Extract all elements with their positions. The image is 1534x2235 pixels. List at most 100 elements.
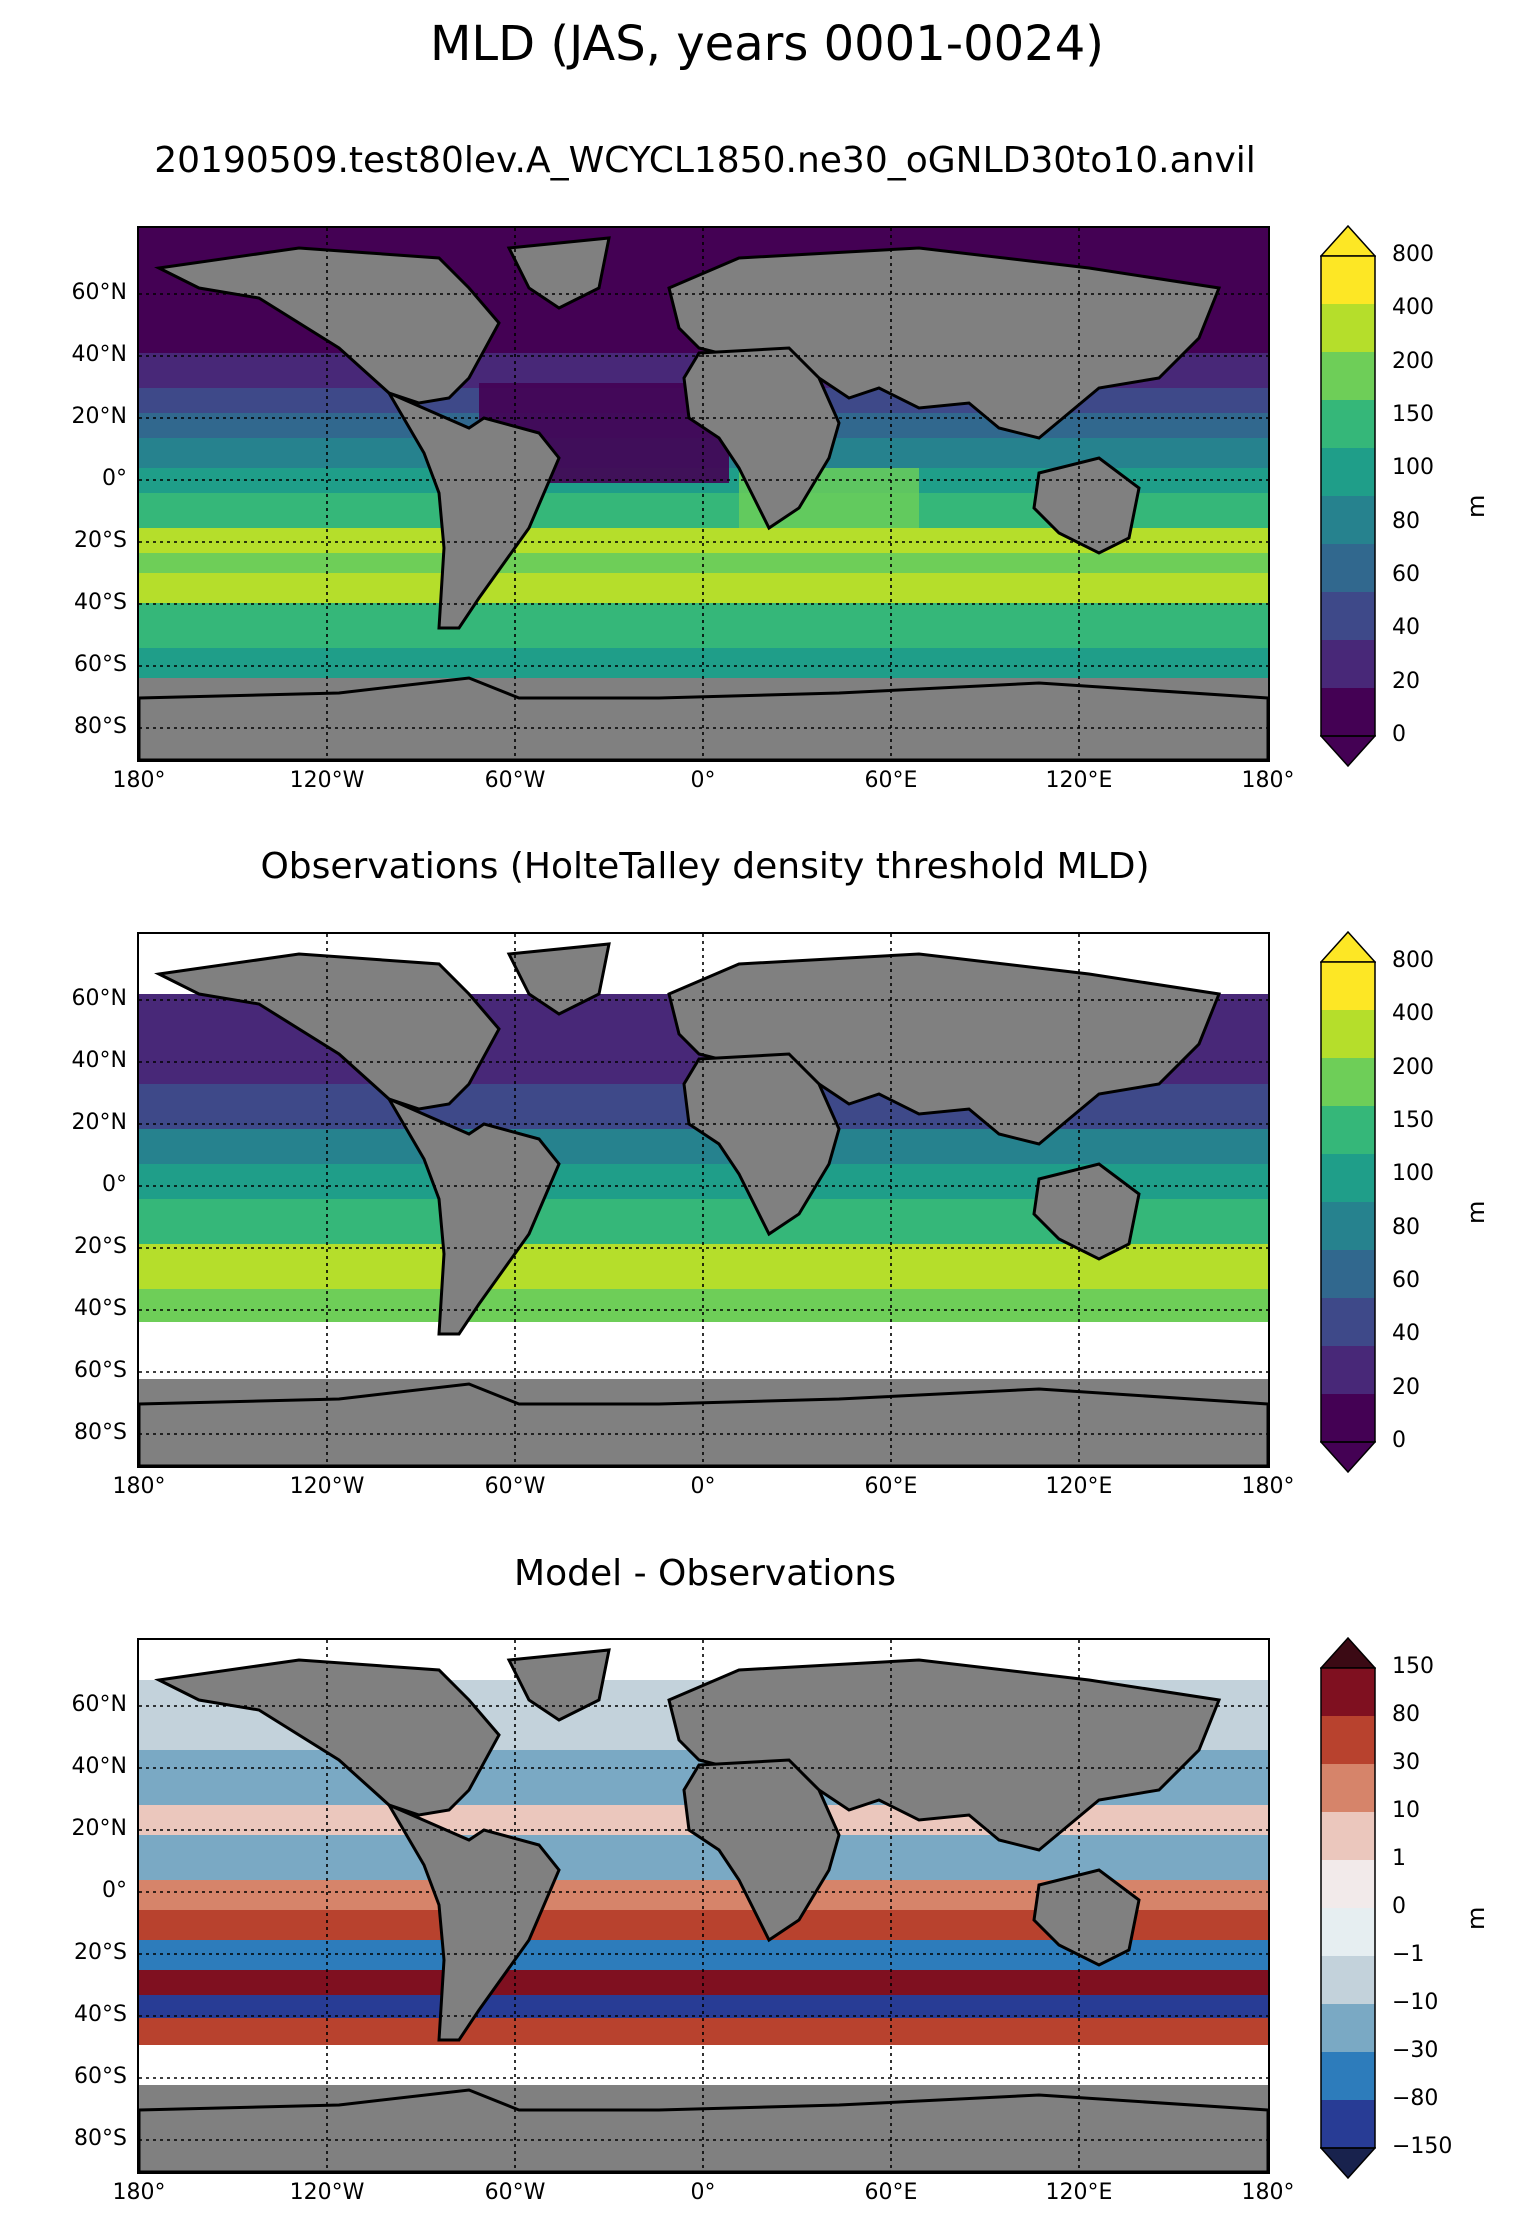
colorbar-extend-top	[1319, 930, 1377, 963]
lon-tick-label: 120°E	[1045, 768, 1113, 793]
colorbar-segment	[1321, 1010, 1375, 1059]
panel-obs-title: Observations (HolteTalley density thresh…	[260, 846, 1150, 887]
colorbar-model	[1319, 224, 1377, 772]
colorbar-segment	[1321, 640, 1375, 689]
colorbar-tick-label: −80	[1392, 2086, 1439, 2111]
colorbar-tick-label: 80	[1392, 508, 1420, 534]
colorbar-tick-label: 400	[1392, 295, 1434, 321]
colorbar-tick-label: 150	[1392, 1108, 1434, 1133]
lon-tick-label: 60°W	[484, 1474, 546, 1499]
lon-tick-label: 60°E	[864, 768, 918, 793]
colorbar-tick-label: 800	[1392, 242, 1434, 267]
colorbar-segment	[1321, 1764, 1375, 1813]
colorbar-unit-label: m	[1462, 1200, 1490, 1224]
continents	[139, 236, 1268, 760]
colorbar-extend-bottom	[1319, 1441, 1377, 1474]
lon-tick-label: 60°E	[864, 2180, 918, 2205]
colorbar-segment	[1321, 2004, 1375, 2053]
colorbar-tick-label: 100	[1392, 455, 1434, 481]
continents	[139, 942, 1268, 1466]
colorbar-segment	[1321, 1908, 1375, 1957]
colorbar-segment	[1321, 1716, 1375, 1765]
colorbar-tick-label: 100	[1392, 1161, 1434, 1187]
figure-title: MLD (JAS, years 0001-0024)	[430, 16, 1104, 72]
lat-tick-label: 80°S	[74, 714, 127, 739]
lon-tick-label: 60°W	[484, 768, 546, 793]
colorbar-segment	[1321, 496, 1375, 545]
colorbar-segment	[1321, 1812, 1375, 1861]
lat-tick-label: 0°	[102, 466, 127, 491]
colorbar-segment	[1321, 1346, 1375, 1395]
colorbar-tick-label: 150	[1392, 402, 1434, 427]
colorbar-segment	[1321, 400, 1375, 449]
lon-tick-label: 120°E	[1045, 1474, 1113, 1499]
colorbar-tick-label: 800	[1392, 948, 1434, 973]
colorbar-segment	[1321, 688, 1375, 737]
lon-tick-label: 120°W	[289, 2180, 365, 2205]
lat-tick-label: 60°S	[74, 2064, 127, 2089]
lat-tick-label: 60°N	[71, 986, 127, 1011]
lat-tick-label: 20°S	[74, 528, 127, 553]
colorbar-tick-label: 80	[1392, 1702, 1420, 1727]
lat-tick-label: 40°N	[71, 1754, 127, 1779]
colorbar-segment	[1321, 448, 1375, 497]
lon-tick-label: 180°	[1241, 2180, 1295, 2205]
lat-tick-label: 40°S	[74, 2002, 127, 2027]
lon-tick-label: 120°W	[289, 1474, 365, 1499]
lat-tick-label: 40°S	[74, 590, 127, 615]
colorbar-tick-label: 200	[1392, 1054, 1434, 1080]
lat-tick-label: 60°N	[71, 280, 127, 305]
lat-tick-label: 80°S	[74, 2126, 127, 2151]
map-obs	[137, 932, 1270, 1468]
colorbar-extend-bottom	[1319, 735, 1377, 768]
colorbar-segment	[1321, 1106, 1375, 1155]
lat-tick-label: 40°N	[71, 342, 127, 367]
colorbar-extend-top	[1319, 224, 1377, 257]
colorbar-segment	[1321, 1202, 1375, 1251]
colorbar-segment	[1321, 352, 1375, 401]
colorbar-segment	[1321, 1668, 1375, 1717]
lat-tick-label: 20°S	[74, 1234, 127, 1259]
colorbar-tick-label: 1	[1392, 1846, 1406, 1871]
colorbar-segment	[1321, 256, 1375, 305]
lon-tick-label: 0°	[690, 2180, 716, 2205]
colorbar-tick-label: 60	[1392, 1268, 1420, 1293]
lat-tick-label: 40°N	[71, 1048, 127, 1073]
gridlines	[139, 228, 1268, 760]
lon-tick-label: 60°E	[864, 1474, 918, 1499]
colorbar-unit-label: m	[1462, 494, 1490, 518]
colorbar-segment	[1321, 1394, 1375, 1443]
lon-tick-label: 120°E	[1045, 2180, 1113, 2205]
panel-diff-title: Model - Observations	[514, 1553, 896, 1594]
lon-tick-label: 180°	[112, 2180, 166, 2205]
colorbar-tick-label: −150	[1392, 2134, 1453, 2159]
colorbar-tick-label: 40	[1392, 1321, 1420, 1347]
colorbar-tick-label: 0	[1392, 722, 1406, 747]
colorbar-segment	[1321, 1058, 1375, 1107]
colorbar-tick-label: 30	[1392, 1750, 1420, 1775]
lat-tick-label: 20°S	[74, 1940, 127, 1965]
lon-tick-label: 180°	[1241, 768, 1295, 793]
colorbar-tick-label: 0	[1392, 1894, 1406, 1919]
colorbar-extend-top	[1319, 1636, 1377, 1669]
colorbar-tick-label: 0	[1392, 1428, 1406, 1453]
colorbar-segment	[1321, 1154, 1375, 1203]
lat-tick-label: 0°	[102, 1172, 127, 1197]
lon-tick-label: 0°	[690, 1474, 716, 1499]
map-model	[137, 226, 1270, 762]
lon-tick-label: 180°	[1241, 1474, 1295, 1499]
colorbar-tick-label: 10	[1392, 1798, 1420, 1823]
colorbar-segment	[1321, 1250, 1375, 1299]
colorbar-segment	[1321, 592, 1375, 641]
colorbar-tick-label: 150	[1392, 1654, 1434, 1679]
colorbar-segment	[1321, 2100, 1375, 2149]
panel-model-title: 20190509.test80lev.A_WCYCL1850.ne30_oGNL…	[154, 140, 1256, 181]
colorbar-tick-label: −1	[1392, 1942, 1425, 1967]
gridlines	[139, 934, 1268, 1466]
lon-tick-label: 180°	[112, 1474, 166, 1499]
colorbar-segment	[1321, 1860, 1375, 1909]
colorbar-extend-bottom	[1319, 2147, 1377, 2180]
colorbar-tick-label: 60	[1392, 562, 1420, 587]
colorbar-segment	[1321, 2052, 1375, 2101]
map-diff	[137, 1638, 1270, 2174]
